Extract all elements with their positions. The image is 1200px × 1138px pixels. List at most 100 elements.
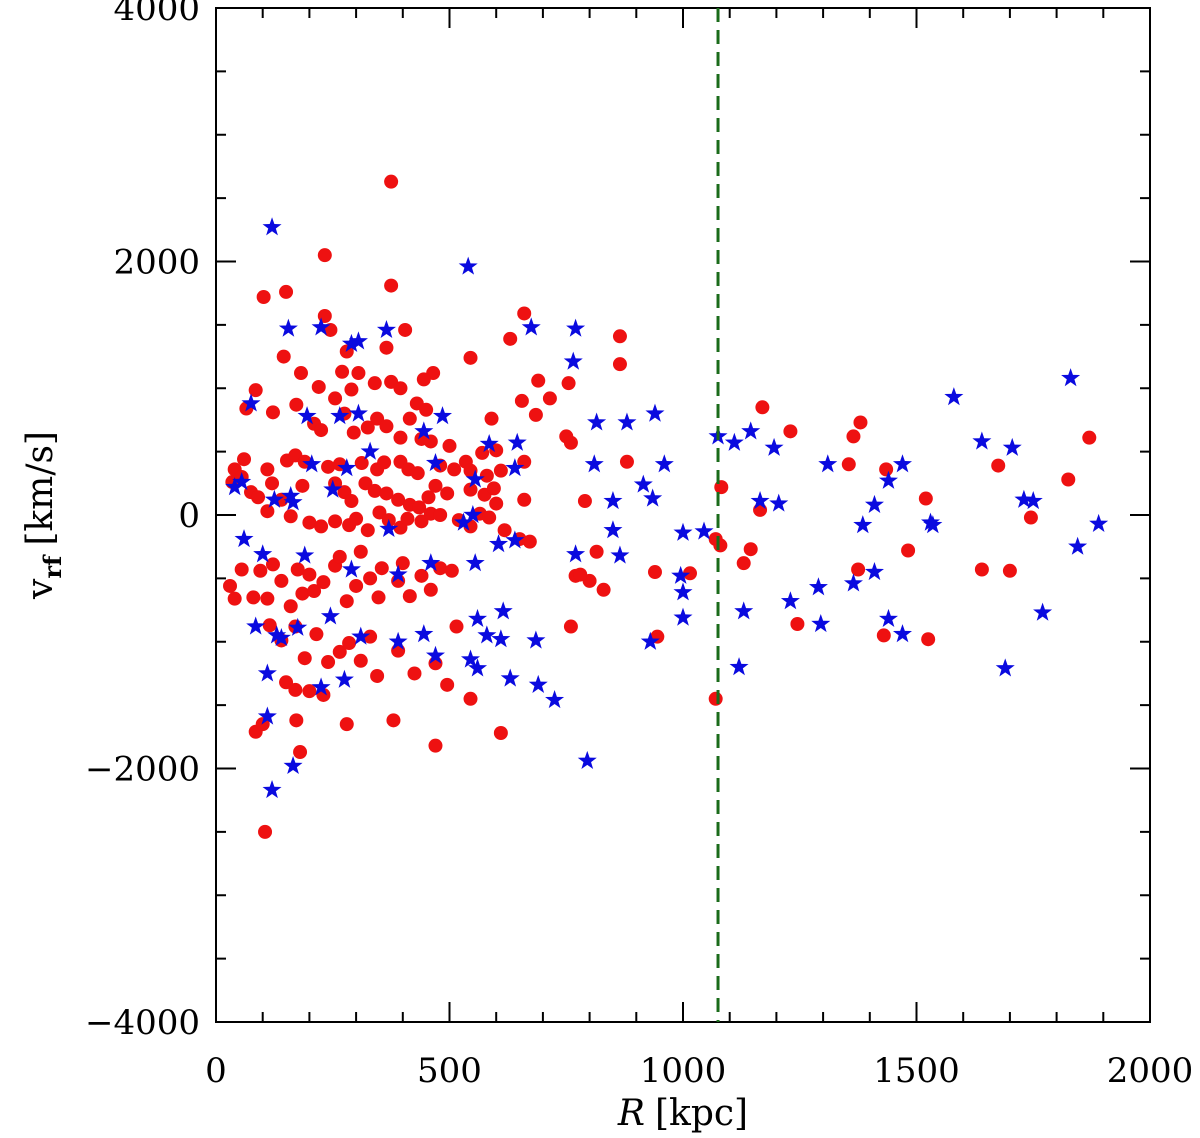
blue-star-point bbox=[257, 706, 277, 725]
blue-star-point bbox=[425, 453, 445, 472]
red-circle-point bbox=[790, 617, 805, 632]
red-circle-point bbox=[433, 508, 448, 522]
red-circle-point bbox=[360, 420, 375, 435]
red-circle-point bbox=[1002, 563, 1017, 578]
red-circle-point bbox=[342, 636, 357, 651]
red-circle-point bbox=[288, 682, 303, 697]
blue-star-point bbox=[617, 412, 637, 431]
blue-star-point bbox=[246, 616, 266, 635]
red-circle-point bbox=[246, 590, 261, 605]
red-circle-point bbox=[402, 411, 417, 426]
blue-star-point bbox=[257, 663, 277, 682]
red-circle-point bbox=[563, 619, 578, 634]
y-axis-subscript: rf bbox=[38, 554, 67, 579]
blue-star-point bbox=[465, 469, 485, 488]
blue-star-point bbox=[577, 750, 597, 769]
red-circle-point bbox=[442, 438, 457, 453]
red-circle-point bbox=[683, 566, 698, 581]
red-circle-point bbox=[265, 557, 280, 572]
red-circle-point bbox=[253, 563, 268, 578]
blue-star-point bbox=[528, 674, 548, 693]
red-circle-point bbox=[449, 619, 464, 634]
red-circle-point bbox=[260, 504, 275, 519]
red-circle-point bbox=[879, 462, 894, 477]
x-tick-label: 0 bbox=[205, 1051, 227, 1091]
red-circle-point bbox=[260, 591, 275, 606]
y-tick-label: −4000 bbox=[85, 1003, 200, 1043]
x-tick-label: 1000 bbox=[640, 1051, 727, 1091]
x-tick-label: 2000 bbox=[1107, 1051, 1194, 1091]
y-axis-variable: v bbox=[20, 578, 61, 600]
red-circle-point bbox=[921, 632, 936, 647]
axis-tick-labels: 0 500 1000 1500 2000 −4000 −2000 0 2000 4000 bbox=[85, 0, 1193, 1091]
red-circle-point bbox=[321, 655, 336, 670]
red-circle-point bbox=[444, 563, 459, 578]
red-circle-point bbox=[589, 544, 604, 559]
blue-star-point bbox=[360, 441, 380, 460]
red-circle-point bbox=[1082, 430, 1097, 445]
red-circle-point bbox=[421, 490, 436, 505]
red-circle-point bbox=[398, 322, 413, 337]
blue-star-point bbox=[864, 494, 884, 513]
red-circle-point bbox=[482, 510, 497, 525]
red-circle-point bbox=[433, 561, 448, 576]
blue-star-point bbox=[278, 318, 298, 337]
red-circle-point bbox=[463, 482, 478, 497]
red-circle-point bbox=[321, 459, 336, 474]
blue-star-point bbox=[267, 625, 287, 644]
red-circle-point bbox=[297, 651, 312, 666]
red-circle-point bbox=[412, 500, 427, 515]
blue-star-point bbox=[673, 522, 693, 541]
red-circle-point bbox=[379, 340, 394, 355]
blue-star-point bbox=[878, 470, 898, 489]
blue-star-point bbox=[461, 649, 481, 668]
blue-star-point bbox=[995, 658, 1015, 677]
blue-star-point bbox=[694, 521, 714, 540]
red-circle-point bbox=[349, 578, 364, 593]
blue-star-point bbox=[302, 454, 322, 473]
red-circle-point bbox=[991, 458, 1006, 473]
blue-star-point bbox=[311, 677, 331, 696]
blue-star-point bbox=[1023, 491, 1043, 510]
red-circle-point bbox=[344, 382, 359, 397]
red-circle-point bbox=[522, 534, 537, 549]
red-circle-point bbox=[486, 481, 501, 496]
y-tick-label: 2000 bbox=[113, 243, 200, 283]
red-circle-point bbox=[293, 366, 308, 381]
red-circle-point bbox=[332, 549, 347, 564]
blue-star-point bbox=[463, 505, 483, 524]
y-tick-label: −2000 bbox=[85, 750, 200, 790]
red-circle-point bbox=[367, 483, 382, 498]
blue-star-point bbox=[1061, 368, 1081, 387]
red-circle-point bbox=[391, 492, 406, 507]
red-circle-point bbox=[846, 429, 861, 444]
blue-star-point bbox=[348, 331, 368, 350]
red-circle-point bbox=[497, 523, 512, 538]
red-circle-point bbox=[344, 494, 359, 509]
red-circle-point bbox=[542, 391, 557, 406]
red-circle-point bbox=[493, 726, 508, 741]
blue-star-point bbox=[1002, 437, 1022, 456]
x-axis-title: R [kpc] bbox=[617, 1093, 748, 1134]
red-circle-point bbox=[423, 582, 438, 597]
red-circle-point bbox=[289, 713, 304, 728]
red-circle-point bbox=[395, 556, 410, 571]
blue-star-point bbox=[432, 406, 453, 425]
red-circle-point bbox=[309, 627, 324, 642]
blue-star-point bbox=[388, 564, 408, 583]
red-circle-point bbox=[377, 455, 392, 470]
red-circle-point bbox=[647, 565, 662, 580]
red-circle-point bbox=[901, 543, 916, 558]
blue-star-point bbox=[1089, 513, 1109, 532]
blue-star-point bbox=[271, 627, 291, 647]
blue-star-point bbox=[521, 317, 541, 336]
blue-star-point bbox=[330, 406, 350, 425]
blue-star-point bbox=[341, 559, 361, 578]
blue-star-point bbox=[388, 631, 408, 650]
red-circle-point bbox=[414, 514, 429, 529]
blue-star-point bbox=[566, 544, 586, 563]
red-circle-point bbox=[514, 393, 529, 408]
axis-ticks bbox=[215, 7, 1151, 1023]
blue-star-point bbox=[892, 454, 912, 473]
red-circle-point bbox=[577, 494, 592, 509]
